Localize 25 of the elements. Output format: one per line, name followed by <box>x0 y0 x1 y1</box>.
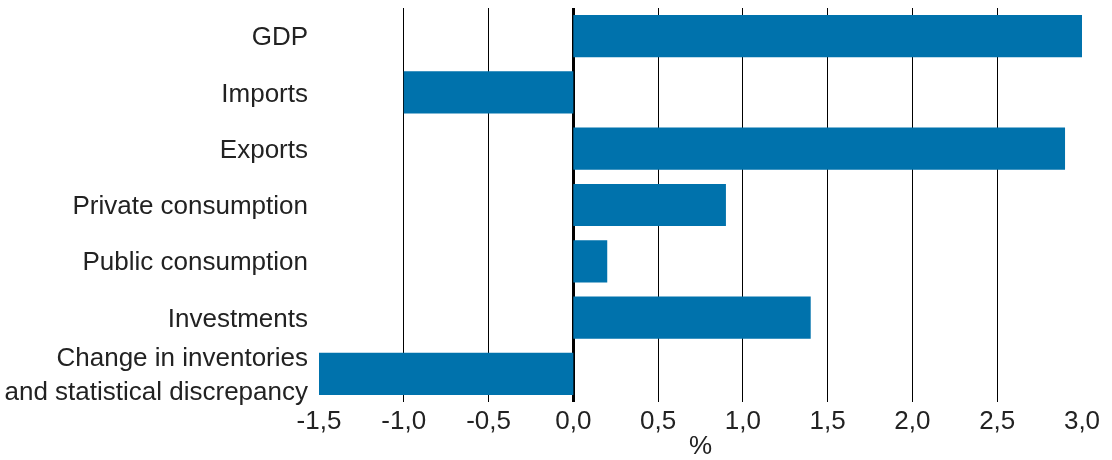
x-tick-label: 0,5 <box>640 405 677 435</box>
bar <box>573 296 811 339</box>
y-tick-label: Change in inventories and statistical discrepancy <box>4 342 308 406</box>
x-tick-label: 1,0 <box>724 405 761 435</box>
y-tick-label: Exports <box>219 133 308 164</box>
x-tick-label: -1,5 <box>296 405 342 435</box>
y-tick-label: Investments <box>167 302 308 333</box>
y-tick-label: GDP <box>251 21 308 52</box>
bar <box>573 183 726 227</box>
x-tick-label: 3,0 <box>1063 405 1101 435</box>
bar <box>573 240 608 283</box>
x-tick-label: -1,0 <box>381 405 427 435</box>
y-tick-label: Public consumption <box>82 246 308 277</box>
bar <box>403 71 574 114</box>
x-tick-label: 2,0 <box>894 405 931 435</box>
y-tick-label: Imports <box>221 77 308 108</box>
bar <box>573 127 1066 170</box>
x-tick-label: 2,5 <box>979 405 1016 435</box>
bar <box>573 15 1082 58</box>
y-tick-label: Private consumption <box>72 190 308 221</box>
bar <box>319 352 574 395</box>
x-axis-title: % <box>688 430 713 460</box>
x-tick-label: 1,5 <box>809 405 846 435</box>
x-tick-label: -0,5 <box>466 405 511 435</box>
x-tick-label: 0,0 <box>555 405 592 435</box>
